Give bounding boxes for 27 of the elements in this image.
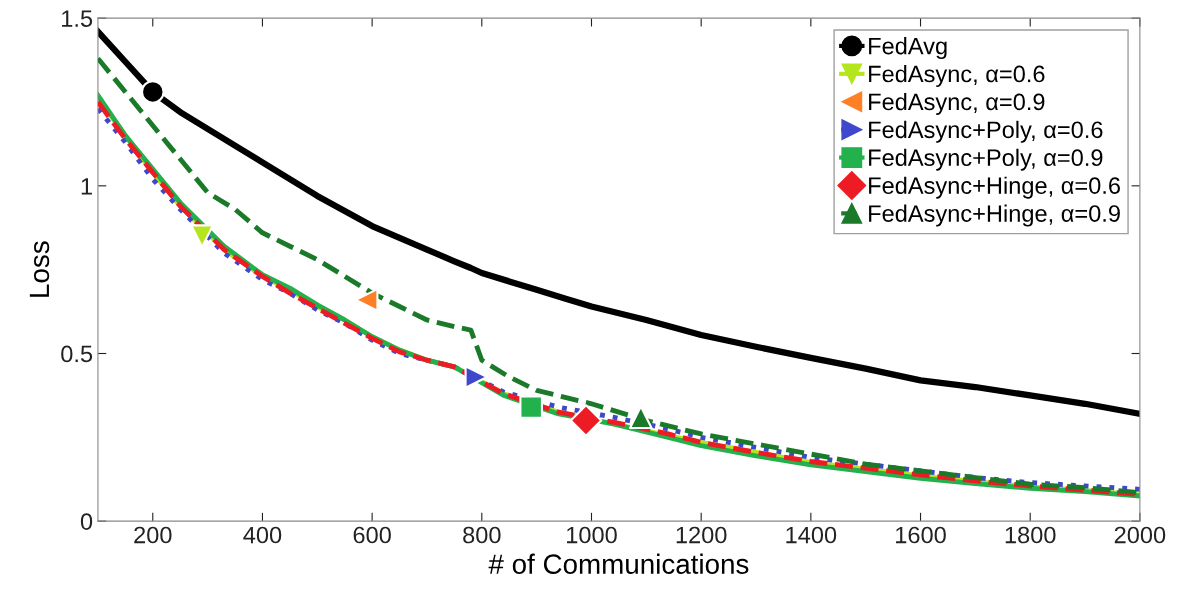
- x-tick-label: 1000: [567, 526, 617, 544]
- y-axis-title: Loss: [29, 241, 50, 297]
- legend-label: FedAvg: [869, 37, 947, 60]
- y-tick-label: 1.5: [62, 10, 93, 27]
- point: [519, 395, 543, 419]
- point: [140, 80, 165, 104]
- x-tick-label: 1800: [1005, 526, 1056, 544]
- legend-label: FedAsync+Hinge, α=0.6: [869, 176, 1120, 199]
- x-tick-label: 800: [463, 526, 501, 544]
- legend-label: FedAsync+Poly, α=0.6: [869, 120, 1103, 143]
- point: [190, 224, 214, 248]
- x-tick-label: 1400: [786, 526, 837, 544]
- legend-label: FedAsync+Hinge, α=0.9: [869, 204, 1120, 227]
- x-tick-label: 1200: [676, 526, 727, 544]
- x-tick-label: 2000: [1114, 526, 1166, 544]
- legend-label: FedAsync+Poly, α=0.9: [869, 148, 1103, 171]
- point: [569, 404, 603, 437]
- y-tick-label: 0.5: [61, 345, 93, 363]
- y-tick-label: 1: [81, 178, 92, 195]
- x-tick-label: 600: [353, 526, 391, 544]
- legend-label: FedAsync, α=0.9: [869, 92, 1045, 115]
- x-tick-label: 200: [134, 526, 172, 544]
- x-axis-title: # of Communications: [488, 553, 749, 574]
- y-tick-label: 0: [80, 513, 93, 530]
- x-tick-label: 1600: [896, 526, 946, 544]
- x-tick-label: 400: [243, 526, 282, 544]
- legend-label: FedAsync, α=0.6: [869, 64, 1045, 87]
